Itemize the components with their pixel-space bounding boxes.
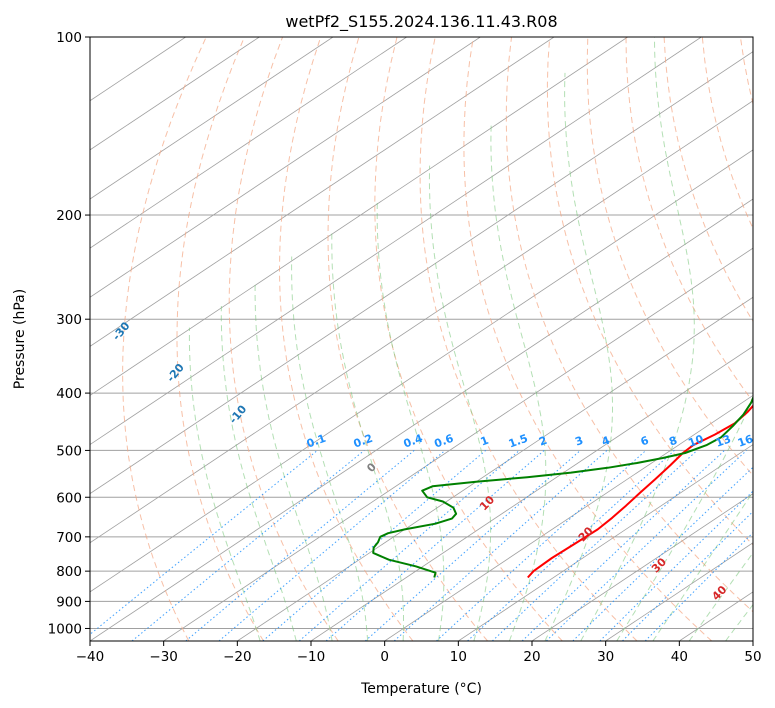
mixing-ratio-label: 1.5 <box>507 432 530 451</box>
isotherm-line <box>458 444 753 641</box>
mixing-ratio-line <box>572 466 753 641</box>
mixing-ratio-line <box>521 450 725 641</box>
isotherm-line <box>90 37 481 298</box>
moist-adiabat-line <box>331 233 404 641</box>
isotherm-line <box>90 51 753 495</box>
dry-adiabat-line <box>419 37 638 641</box>
y-tick-label: 900 <box>56 594 82 610</box>
mixing-ratio-label: 8 <box>667 434 679 449</box>
dry-adiabat-line <box>463 37 713 641</box>
mixing-ratio-line <box>644 531 753 641</box>
x-axis-title: Temperature (°C) <box>360 681 482 697</box>
moist-adiabat-line <box>428 165 492 641</box>
isotherm-line <box>90 198 753 641</box>
y-tick-label: 200 <box>56 208 82 224</box>
mixing-ratio-label: 13 <box>714 432 733 449</box>
isotherm-line <box>384 394 753 641</box>
moist-adiabat-line <box>376 201 445 641</box>
dry-adiabat-line <box>546 37 753 546</box>
dry-adiabat-line <box>122 37 207 641</box>
x-tick-label: 10 <box>450 649 467 665</box>
moist-adiabat-line <box>220 305 297 641</box>
dry-adiabat-line <box>663 37 753 323</box>
y-tick-label: 400 <box>56 386 82 402</box>
dry-adiabat-line <box>625 37 753 403</box>
mixing-ratio-label: 0.4 <box>402 432 425 451</box>
x-tick-label: −20 <box>223 649 252 665</box>
dry-adiabat-line <box>327 37 488 641</box>
x-tick-label: −40 <box>76 649 105 665</box>
mixing-ratio-label: 6 <box>639 434 651 449</box>
mixing-ratio-line <box>622 510 753 641</box>
dewpoint-line <box>372 395 753 578</box>
mixing-ratio-line <box>393 450 608 641</box>
mixing-ratio-label: 10 <box>687 432 706 450</box>
moist-adiabat-line <box>254 282 333 641</box>
profile-lines <box>372 395 753 579</box>
y-axis-title: Pressure (hPa) <box>12 289 28 389</box>
temperature-line <box>527 404 753 579</box>
y-tick-label: 600 <box>56 490 82 506</box>
isotherm-line <box>90 37 628 396</box>
axis-ticks: −40 −30 −20 −10 0 10 20 30 40 50 1000 900 800 700 600 5… <box>48 30 762 665</box>
isotherm-line <box>90 37 260 151</box>
mixing-ratio-label: 0.6 <box>432 432 455 451</box>
mixing-ratio-label: 0.2 <box>352 432 375 451</box>
x-tick-label: −30 <box>149 649 178 665</box>
mixing-ratio-line <box>131 450 365 641</box>
isotherm-line <box>90 100 753 544</box>
isotherm-line <box>310 345 753 641</box>
mixing-ratio-line <box>467 450 675 641</box>
moist-adiabat-line <box>188 327 261 641</box>
mixing-ratio-label: 4 <box>600 434 612 449</box>
y-tick-label: 1000 <box>48 621 82 637</box>
line-labels: 0.10.20.40.611.52346810131620253036-100-… <box>110 319 755 603</box>
mixing-ratio-line <box>218 450 446 641</box>
mixing-ratio-label: 0.1 <box>305 432 328 451</box>
moist-adiabat-line <box>490 123 547 641</box>
x-tick-label: 20 <box>523 649 540 665</box>
x-tick-label: 40 <box>671 649 688 665</box>
dry-adiabat-line <box>505 37 753 613</box>
y-tick-label: 500 <box>56 443 82 459</box>
x-tick-label: 30 <box>597 649 614 665</box>
x-tick-label: 0 <box>380 649 389 665</box>
mixing-ratio-line <box>185 450 415 641</box>
isotherm-line <box>90 149 753 593</box>
isotherm-line <box>90 37 702 446</box>
isotherm-line <box>237 296 753 641</box>
y-tick-label: 800 <box>56 564 82 580</box>
isotherm-line <box>163 247 753 641</box>
chart-title: wetPf2_S155.2024.136.11.43.R08 <box>285 12 557 32</box>
dry-adiabat-line <box>278 37 414 641</box>
isotherm-line <box>90 37 407 249</box>
mixing-ratio-line <box>599 490 753 641</box>
moist-adiabat-line <box>580 37 695 641</box>
isotherm-line <box>531 493 753 641</box>
dry-adiabat-line <box>374 37 563 641</box>
mixing-ratio-line <box>364 450 581 641</box>
mixing-ratio-label: 1 <box>479 434 491 449</box>
moist-adiabat-line <box>688 552 753 641</box>
isotherm-line <box>90 37 334 200</box>
moist-adiabat-line <box>652 490 753 641</box>
mixing-ratio-label: 3 <box>573 434 585 449</box>
background-lines <box>90 37 753 641</box>
x-tick-label: 50 <box>744 649 761 665</box>
mixing-ratio-line <box>545 450 747 641</box>
mixing-ratio-label: 16 <box>736 432 755 450</box>
y-tick-label: 300 <box>56 312 82 328</box>
mixing-ratio-line <box>298 450 520 641</box>
y-tick-label: 700 <box>56 530 82 546</box>
plot-frame <box>89 36 754 642</box>
y-tick-label: 100 <box>56 30 82 46</box>
dry-adiabat-line <box>228 37 339 641</box>
moist-adiabat-line <box>291 256 369 641</box>
isotherm-line <box>90 37 555 347</box>
mixing-ratio-label: 2 <box>537 434 549 449</box>
mixing-ratio-line <box>90 450 318 636</box>
x-tick-label: −10 <box>297 649 326 665</box>
